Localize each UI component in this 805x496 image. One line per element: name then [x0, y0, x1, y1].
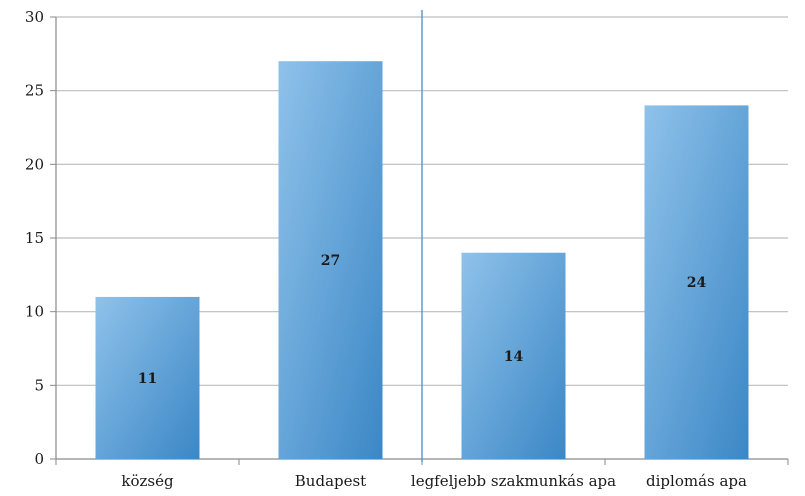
x-category-label: Budapest: [295, 472, 366, 490]
bar-0: [95, 296, 200, 459]
y-tick-label: 30: [25, 8, 44, 26]
bar-1: [278, 61, 383, 459]
y-tick-label: 5: [34, 376, 44, 394]
x-category-label: legfeljebb szakmunkás apa: [411, 472, 616, 490]
data-label: 24: [687, 275, 707, 291]
y-tick-label: 25: [25, 82, 44, 100]
data-label: 27: [321, 253, 340, 269]
y-tick-label: 20: [25, 155, 44, 173]
y-tick-label: 10: [25, 303, 44, 321]
data-label: 11: [138, 371, 157, 387]
data-label: 14: [504, 349, 524, 365]
bar-3: [644, 105, 749, 460]
x-category-label: diplomás apa: [646, 472, 747, 490]
y-tick-label: 15: [25, 229, 44, 247]
bars: [95, 61, 749, 460]
bar-2: [461, 252, 566, 459]
x-category-label: község: [121, 472, 174, 490]
y-tick-label: 0: [34, 450, 44, 468]
labels: 0 5 10 15 20 25 30 11 község 27 Budapest 14 legfelje…: [25, 8, 747, 490]
